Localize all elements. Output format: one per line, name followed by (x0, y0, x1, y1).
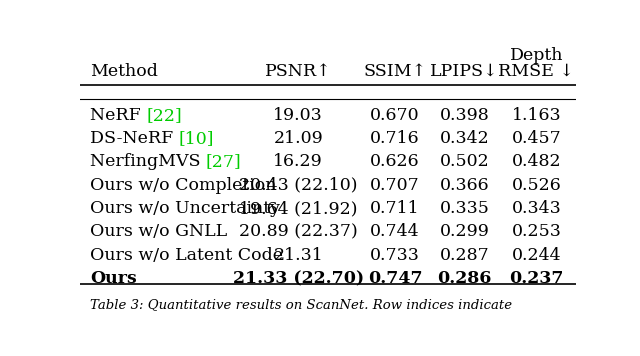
Text: 20.43 (22.10): 20.43 (22.10) (239, 177, 358, 194)
Text: Ours w/o Completion: Ours w/o Completion (90, 177, 276, 194)
Text: LPIPS↓: LPIPS↓ (430, 63, 499, 80)
Text: 19.64 (21.92): 19.64 (21.92) (239, 200, 358, 217)
Text: 21.09: 21.09 (273, 130, 323, 147)
Text: 21.31: 21.31 (273, 247, 323, 264)
Text: 0.286: 0.286 (437, 270, 492, 287)
Text: 0.253: 0.253 (511, 223, 561, 240)
Text: Method: Method (90, 63, 158, 80)
Text: PSNR↑: PSNR↑ (265, 63, 332, 80)
Text: 0.343: 0.343 (511, 200, 561, 217)
Text: 0.670: 0.670 (370, 107, 420, 124)
Text: 0.366: 0.366 (440, 177, 489, 194)
Text: 0.716: 0.716 (370, 130, 420, 147)
Text: NeRF: NeRF (90, 107, 146, 124)
Text: 16.29: 16.29 (273, 153, 323, 171)
Text: Ours: Ours (90, 270, 137, 287)
Text: 1.163: 1.163 (511, 107, 561, 124)
Text: SSIM↑: SSIM↑ (364, 63, 426, 80)
Text: 0.707: 0.707 (370, 177, 420, 194)
Text: Depth: Depth (509, 47, 563, 64)
Text: 20.89 (22.37): 20.89 (22.37) (239, 223, 358, 240)
Text: 0.244: 0.244 (511, 247, 561, 264)
Text: 0.237: 0.237 (509, 270, 564, 287)
Text: Table 3: Quantitative results on ScanNet. Row indices indicate: Table 3: Quantitative results on ScanNet… (90, 298, 512, 311)
Text: 0.335: 0.335 (440, 200, 490, 217)
Text: 0.626: 0.626 (370, 153, 420, 171)
Text: [22]: [22] (146, 107, 182, 124)
Text: 0.502: 0.502 (440, 153, 489, 171)
Text: Ours w/o Uncertainty: Ours w/o Uncertainty (90, 200, 280, 217)
Text: 0.711: 0.711 (370, 200, 420, 217)
Text: 0.398: 0.398 (440, 107, 489, 124)
Text: 0.747: 0.747 (367, 270, 422, 287)
Text: [10]: [10] (179, 130, 214, 147)
Text: 0.526: 0.526 (511, 177, 561, 194)
Text: DS-NeRF: DS-NeRF (90, 130, 179, 147)
Text: 0.733: 0.733 (370, 247, 420, 264)
Text: [27]: [27] (206, 153, 242, 171)
Text: Ours w/o Latent Code: Ours w/o Latent Code (90, 247, 283, 264)
Text: 0.299: 0.299 (440, 223, 490, 240)
Text: 0.287: 0.287 (440, 247, 489, 264)
Text: RMSE ↓: RMSE ↓ (499, 63, 574, 80)
Text: 0.744: 0.744 (370, 223, 420, 240)
Text: NerfingMVS: NerfingMVS (90, 153, 206, 171)
Text: 19.03: 19.03 (273, 107, 323, 124)
Text: 0.482: 0.482 (511, 153, 561, 171)
Text: 0.457: 0.457 (511, 130, 561, 147)
Text: Ours w/o GNLL: Ours w/o GNLL (90, 223, 227, 240)
Text: 21.33 (22.70): 21.33 (22.70) (233, 270, 364, 287)
Text: 0.342: 0.342 (440, 130, 489, 147)
